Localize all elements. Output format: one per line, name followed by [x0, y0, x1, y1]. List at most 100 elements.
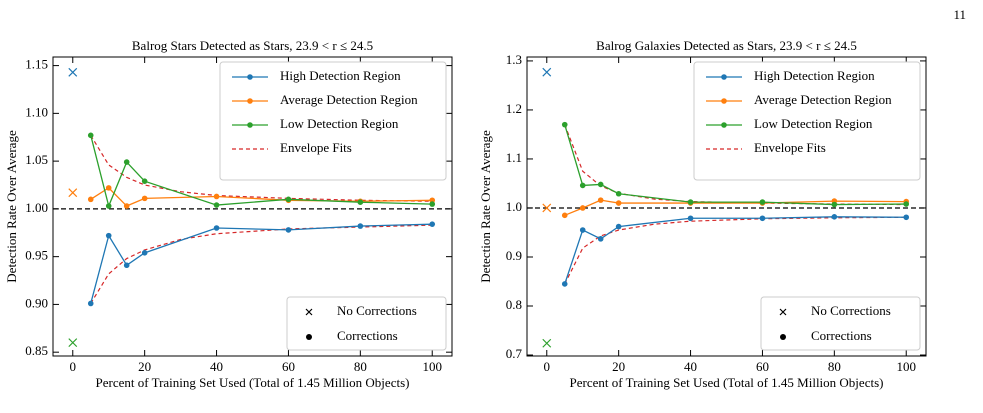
legend-box [760, 296, 921, 351]
data-point [759, 199, 766, 205]
envelope-fit [564, 216, 907, 285]
y-tick-label: 1.05 [25, 152, 48, 167]
y-tick-label: 0.9 [506, 248, 522, 263]
series-line [90, 135, 433, 209]
x-axis-label: Percent of Training Set Used (Total of 1… [96, 375, 410, 390]
data-point [285, 227, 292, 233]
data-point [561, 121, 568, 128]
x-tick-label: 60 [282, 359, 295, 374]
x-tick-label: 20 [138, 359, 151, 374]
legend-label: No Corrections [811, 303, 891, 318]
chart-panel: Balrog Galaxies Detected as Stars, 23.9 … [478, 38, 927, 390]
uncorrected-point [68, 188, 78, 198]
y-tick-label: 1.10 [25, 104, 48, 119]
data-point [357, 223, 364, 229]
x-tick-label: 0 [544, 359, 551, 374]
legend-box [286, 296, 447, 351]
legend-label: Envelope Fits [280, 140, 352, 155]
data-point [141, 195, 148, 202]
data-point [357, 199, 364, 206]
legend-swatch-marker [247, 74, 253, 80]
y-tick-label: 0.95 [25, 248, 48, 263]
y-axis-label: Detection Rate Over Average [478, 130, 493, 283]
data-point [831, 201, 838, 208]
data-point [579, 182, 586, 189]
uncorrected-point [542, 203, 552, 213]
chart-title: Balrog Galaxies Detected as Stars, 23.9 … [596, 38, 857, 53]
data-point [141, 250, 148, 256]
data-point [615, 223, 622, 230]
data-point [87, 196, 94, 203]
x-tick-label: 80 [354, 359, 367, 374]
legend-marker [306, 334, 312, 340]
legend-swatch-marker [721, 98, 727, 104]
data-point [687, 199, 694, 205]
legend-label: High Detection Region [280, 68, 401, 83]
axes-frame [526, 56, 927, 357]
legend-label: High Detection Region [754, 68, 875, 83]
data-point [429, 221, 436, 227]
envelope-fit [90, 224, 433, 304]
data-point [429, 201, 436, 207]
y-tick-label: 0.7 [506, 346, 523, 361]
legend-marker [780, 334, 786, 340]
legend-box [219, 61, 447, 181]
envelope-fit [90, 135, 433, 202]
legend-marker [305, 308, 313, 316]
page-number: 11 [953, 7, 966, 22]
data-point [87, 132, 94, 139]
y-tick-label: 1.0 [506, 199, 522, 214]
x-tick-label: 0 [70, 359, 77, 374]
y-tick-label: 0.90 [25, 295, 48, 310]
data-point [615, 200, 622, 206]
data-point [213, 193, 220, 200]
legend-swatch-marker [721, 74, 727, 80]
y-tick-label: 1.2 [506, 101, 522, 116]
legend-swatch-marker [247, 98, 253, 104]
data-point [597, 236, 604, 242]
x-tick-label: 20 [612, 359, 625, 374]
series-line [90, 223, 433, 304]
y-tick-label: 0.8 [506, 297, 522, 312]
data-point [687, 215, 694, 222]
envelope-fit [564, 124, 907, 206]
data-point [579, 205, 586, 211]
legend-label: Average Detection Region [280, 92, 418, 107]
y-tick-label: 1.3 [506, 52, 522, 67]
data-point [123, 159, 130, 165]
series-line [564, 216, 907, 285]
x-tick-label: 40 [684, 359, 697, 374]
data-point [597, 181, 604, 188]
legend-swatch-marker [247, 122, 253, 128]
series-line [564, 124, 907, 206]
legend-label: Low Detection Region [754, 116, 873, 131]
chart-title: Balrog Stars Detected as Stars, 23.9 < r… [132, 38, 373, 53]
data-point [579, 227, 586, 233]
data-point [903, 201, 910, 207]
x-tick-label: 100 [422, 359, 442, 374]
legend-label: Corrections [811, 328, 872, 343]
uncorrected-point [68, 67, 78, 77]
data-point [105, 232, 112, 239]
y-tick-label: 1.15 [25, 57, 48, 72]
uncorrected-point [68, 338, 78, 348]
data-point [213, 202, 220, 208]
legend-box [693, 61, 921, 181]
data-point [615, 190, 622, 197]
data-point [903, 214, 910, 221]
data-point [285, 196, 292, 203]
data-point [87, 300, 94, 307]
data-point [831, 213, 838, 220]
data-point [213, 225, 220, 231]
data-point [561, 212, 568, 219]
legend-label: Envelope Fits [754, 140, 826, 155]
chart-panel: Balrog Stars Detected as Stars, 23.9 < r… [4, 38, 453, 390]
y-tick-label: 1.1 [506, 150, 522, 165]
series-line [564, 199, 907, 216]
y-tick-label: 0.85 [25, 343, 48, 358]
legend-marker [779, 308, 787, 316]
x-tick-label: 100 [896, 359, 916, 374]
data-point [105, 203, 112, 209]
legend-label: No Corrections [337, 303, 417, 318]
